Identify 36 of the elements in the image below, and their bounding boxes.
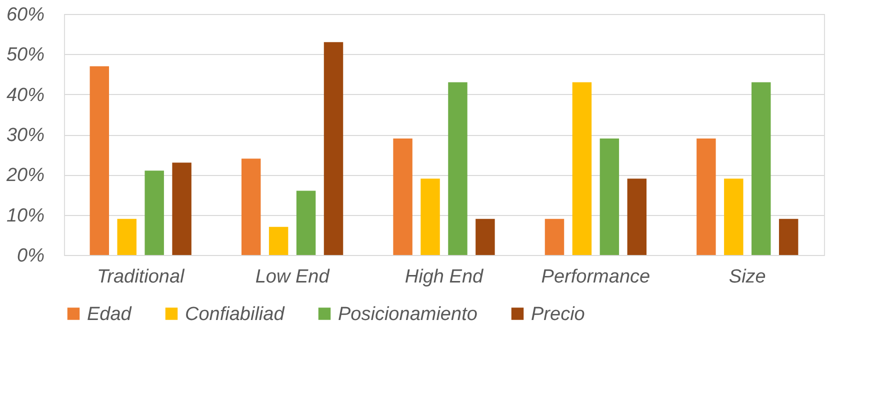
bar bbox=[296, 190, 316, 255]
x-tick-label: Size bbox=[728, 266, 766, 288]
bar bbox=[627, 178, 647, 255]
bar bbox=[600, 138, 620, 255]
bar bbox=[324, 42, 344, 255]
bar bbox=[724, 178, 744, 255]
legend-label: Posicionamiento bbox=[338, 304, 478, 325]
bar bbox=[752, 82, 771, 255]
bar bbox=[778, 218, 798, 255]
y-tick-label: 40% bbox=[6, 84, 45, 106]
y-tick-label: 60% bbox=[6, 4, 45, 26]
x-tick-label: High End bbox=[404, 266, 485, 288]
y-tick-label: 0% bbox=[17, 246, 45, 266]
bar bbox=[544, 218, 564, 255]
legend-label: Edad bbox=[87, 304, 133, 325]
x-tick-label: Low End bbox=[255, 266, 331, 288]
bar bbox=[420, 178, 440, 255]
bar bbox=[90, 66, 110, 255]
bar bbox=[448, 82, 468, 255]
y-tick-label: 10% bbox=[6, 205, 45, 226]
bar bbox=[144, 170, 164, 255]
y-tick-label: 50% bbox=[6, 44, 45, 66]
bar bbox=[268, 226, 288, 255]
y-tick-label: 20% bbox=[5, 165, 45, 186]
bar bbox=[117, 218, 136, 255]
bar bbox=[696, 138, 716, 255]
bar bbox=[476, 218, 495, 255]
bar bbox=[393, 138, 412, 255]
bar bbox=[241, 158, 261, 255]
legend-label: Precio bbox=[531, 304, 585, 325]
legend-label: Confiabiliad bbox=[185, 304, 286, 325]
y-tick-label: 30% bbox=[6, 125, 45, 146]
bar bbox=[572, 82, 592, 255]
x-tick-label: Traditional bbox=[96, 266, 186, 288]
bar bbox=[172, 162, 192, 255]
x-tick-label: Performance bbox=[541, 266, 650, 288]
